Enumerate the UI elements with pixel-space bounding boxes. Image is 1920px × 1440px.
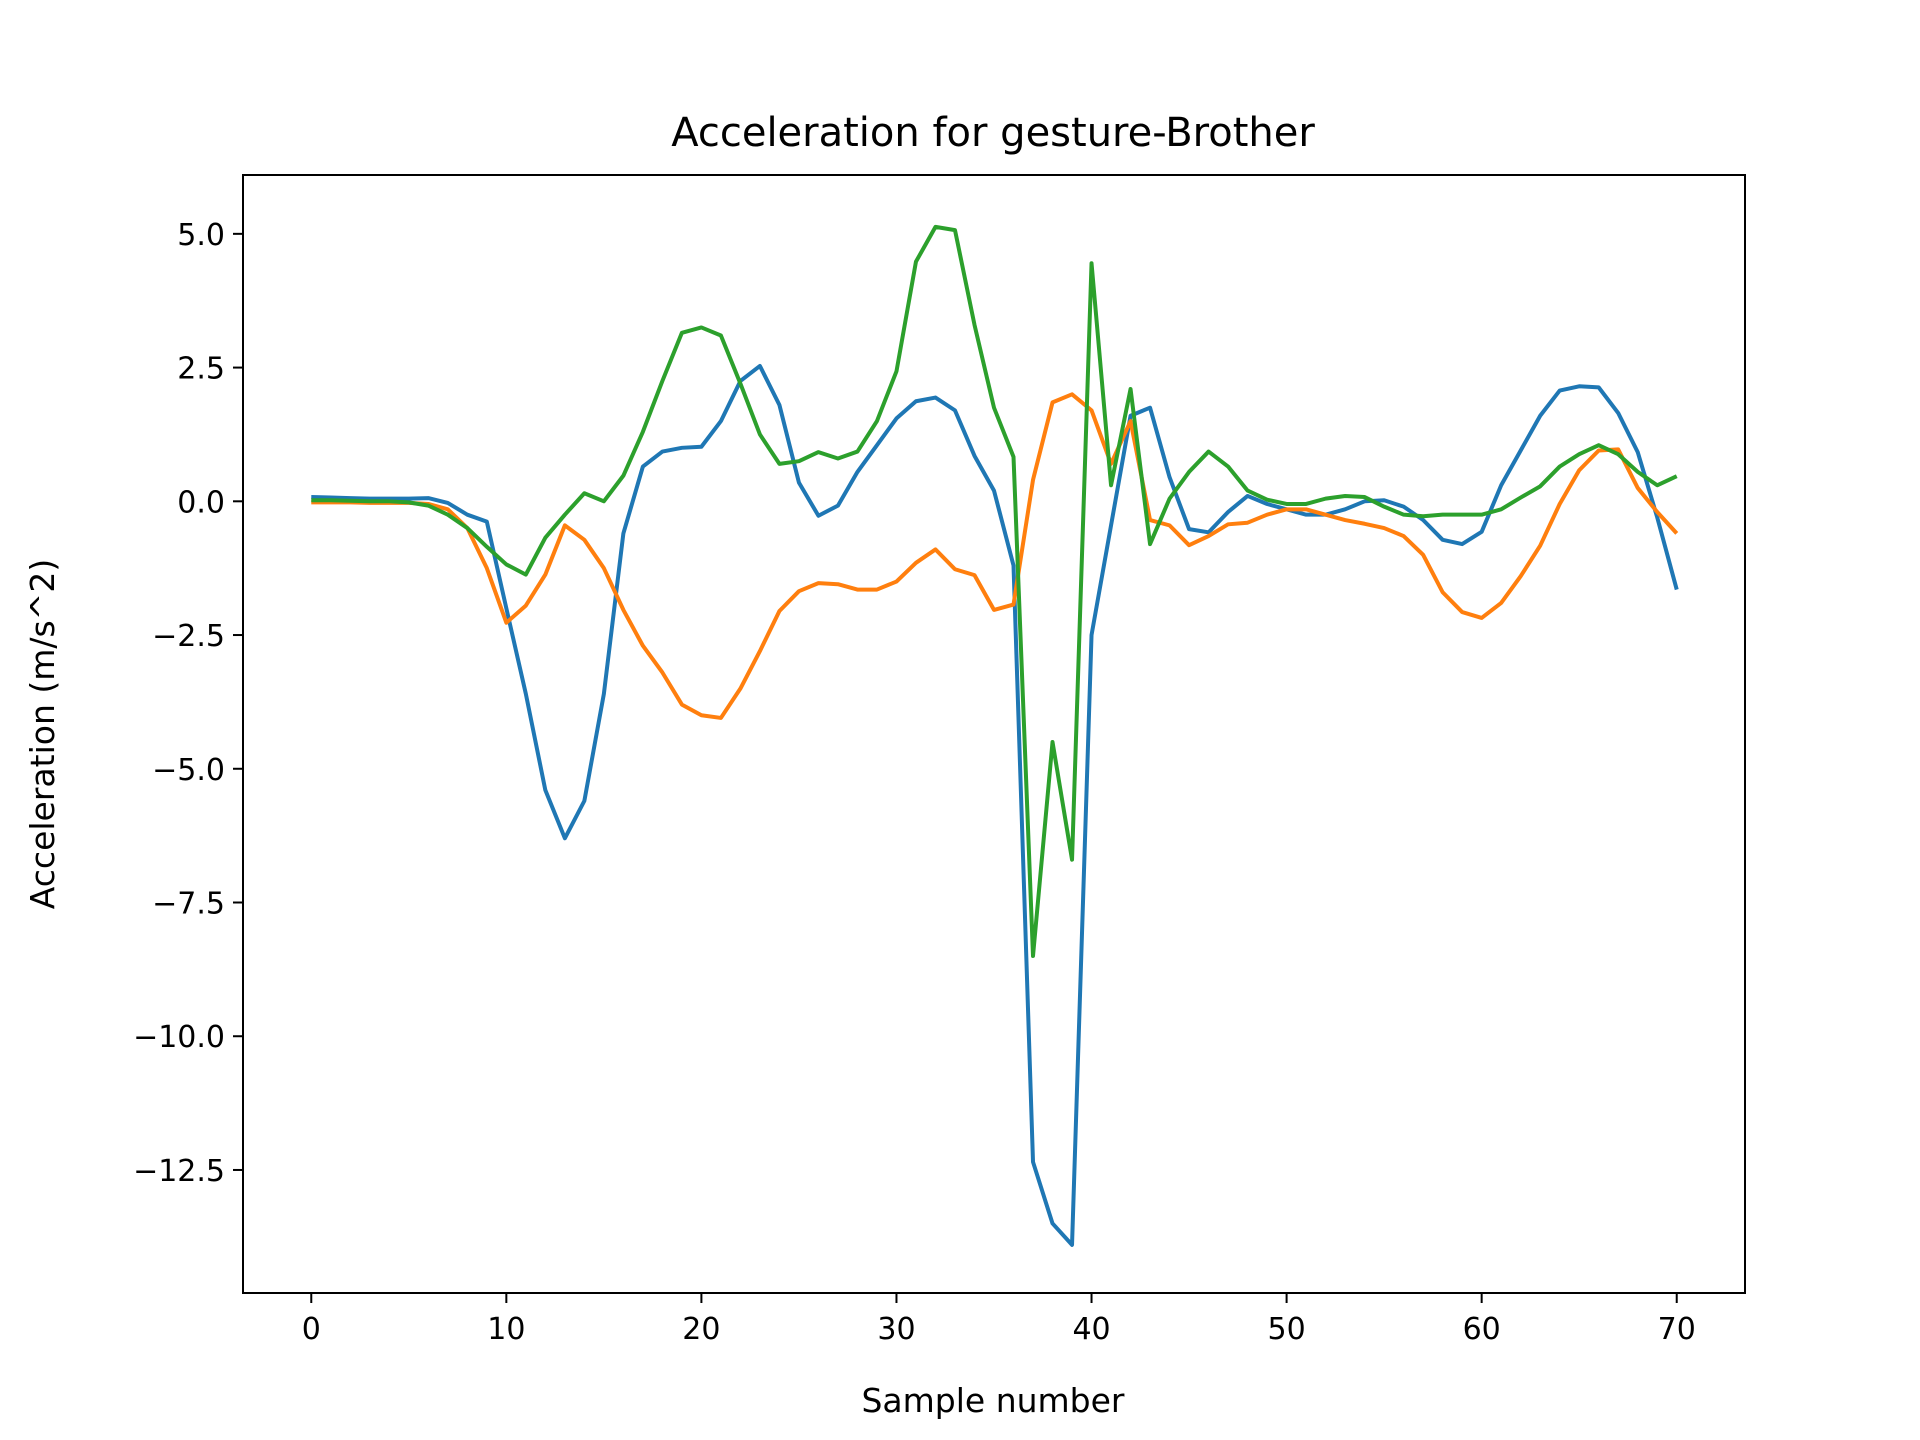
x-tick-label: 50 xyxy=(1268,1312,1306,1347)
y-axis-title: Acceleration (m/s^2) xyxy=(23,559,62,909)
x-axis: 0 10 20 30 40 50 60 70 xyxy=(302,1293,1696,1347)
x-tick-label: 40 xyxy=(1072,1312,1110,1347)
x-tick-label: 70 xyxy=(1658,1312,1696,1347)
x-tick-label: 30 xyxy=(877,1312,915,1347)
y-tick-label: −2.5 xyxy=(152,619,225,654)
x-tick-label: 10 xyxy=(487,1312,525,1347)
series-layer xyxy=(311,224,1679,1247)
series-line-2 xyxy=(311,392,1679,720)
x-tick-label: 60 xyxy=(1463,1312,1501,1347)
x-tick-label: 20 xyxy=(682,1312,720,1347)
y-tick-label: 2.5 xyxy=(177,352,225,387)
series-line-1 xyxy=(311,363,1679,1247)
x-axis-title: Sample number xyxy=(861,1381,1124,1420)
y-tick-label: −7.5 xyxy=(152,887,225,922)
series-line-3 xyxy=(311,224,1678,958)
y-tick-label: −12.5 xyxy=(133,1154,225,1189)
y-tick-label: 5.0 xyxy=(177,218,225,253)
chart-title: Acceleration for gesture-Brother xyxy=(671,110,1315,156)
plot-frame xyxy=(242,174,1746,1294)
y-axis: 5.0 2.5 0.0 −2.5 −5.0 −7.5 −10.0 −12.5 xyxy=(133,218,243,1189)
y-tick-label: 0.0 xyxy=(177,485,225,520)
y-tick-label: −10.0 xyxy=(133,1020,225,1055)
x-tick-label: 0 xyxy=(302,1312,321,1347)
y-tick-label: −5.0 xyxy=(152,753,225,788)
